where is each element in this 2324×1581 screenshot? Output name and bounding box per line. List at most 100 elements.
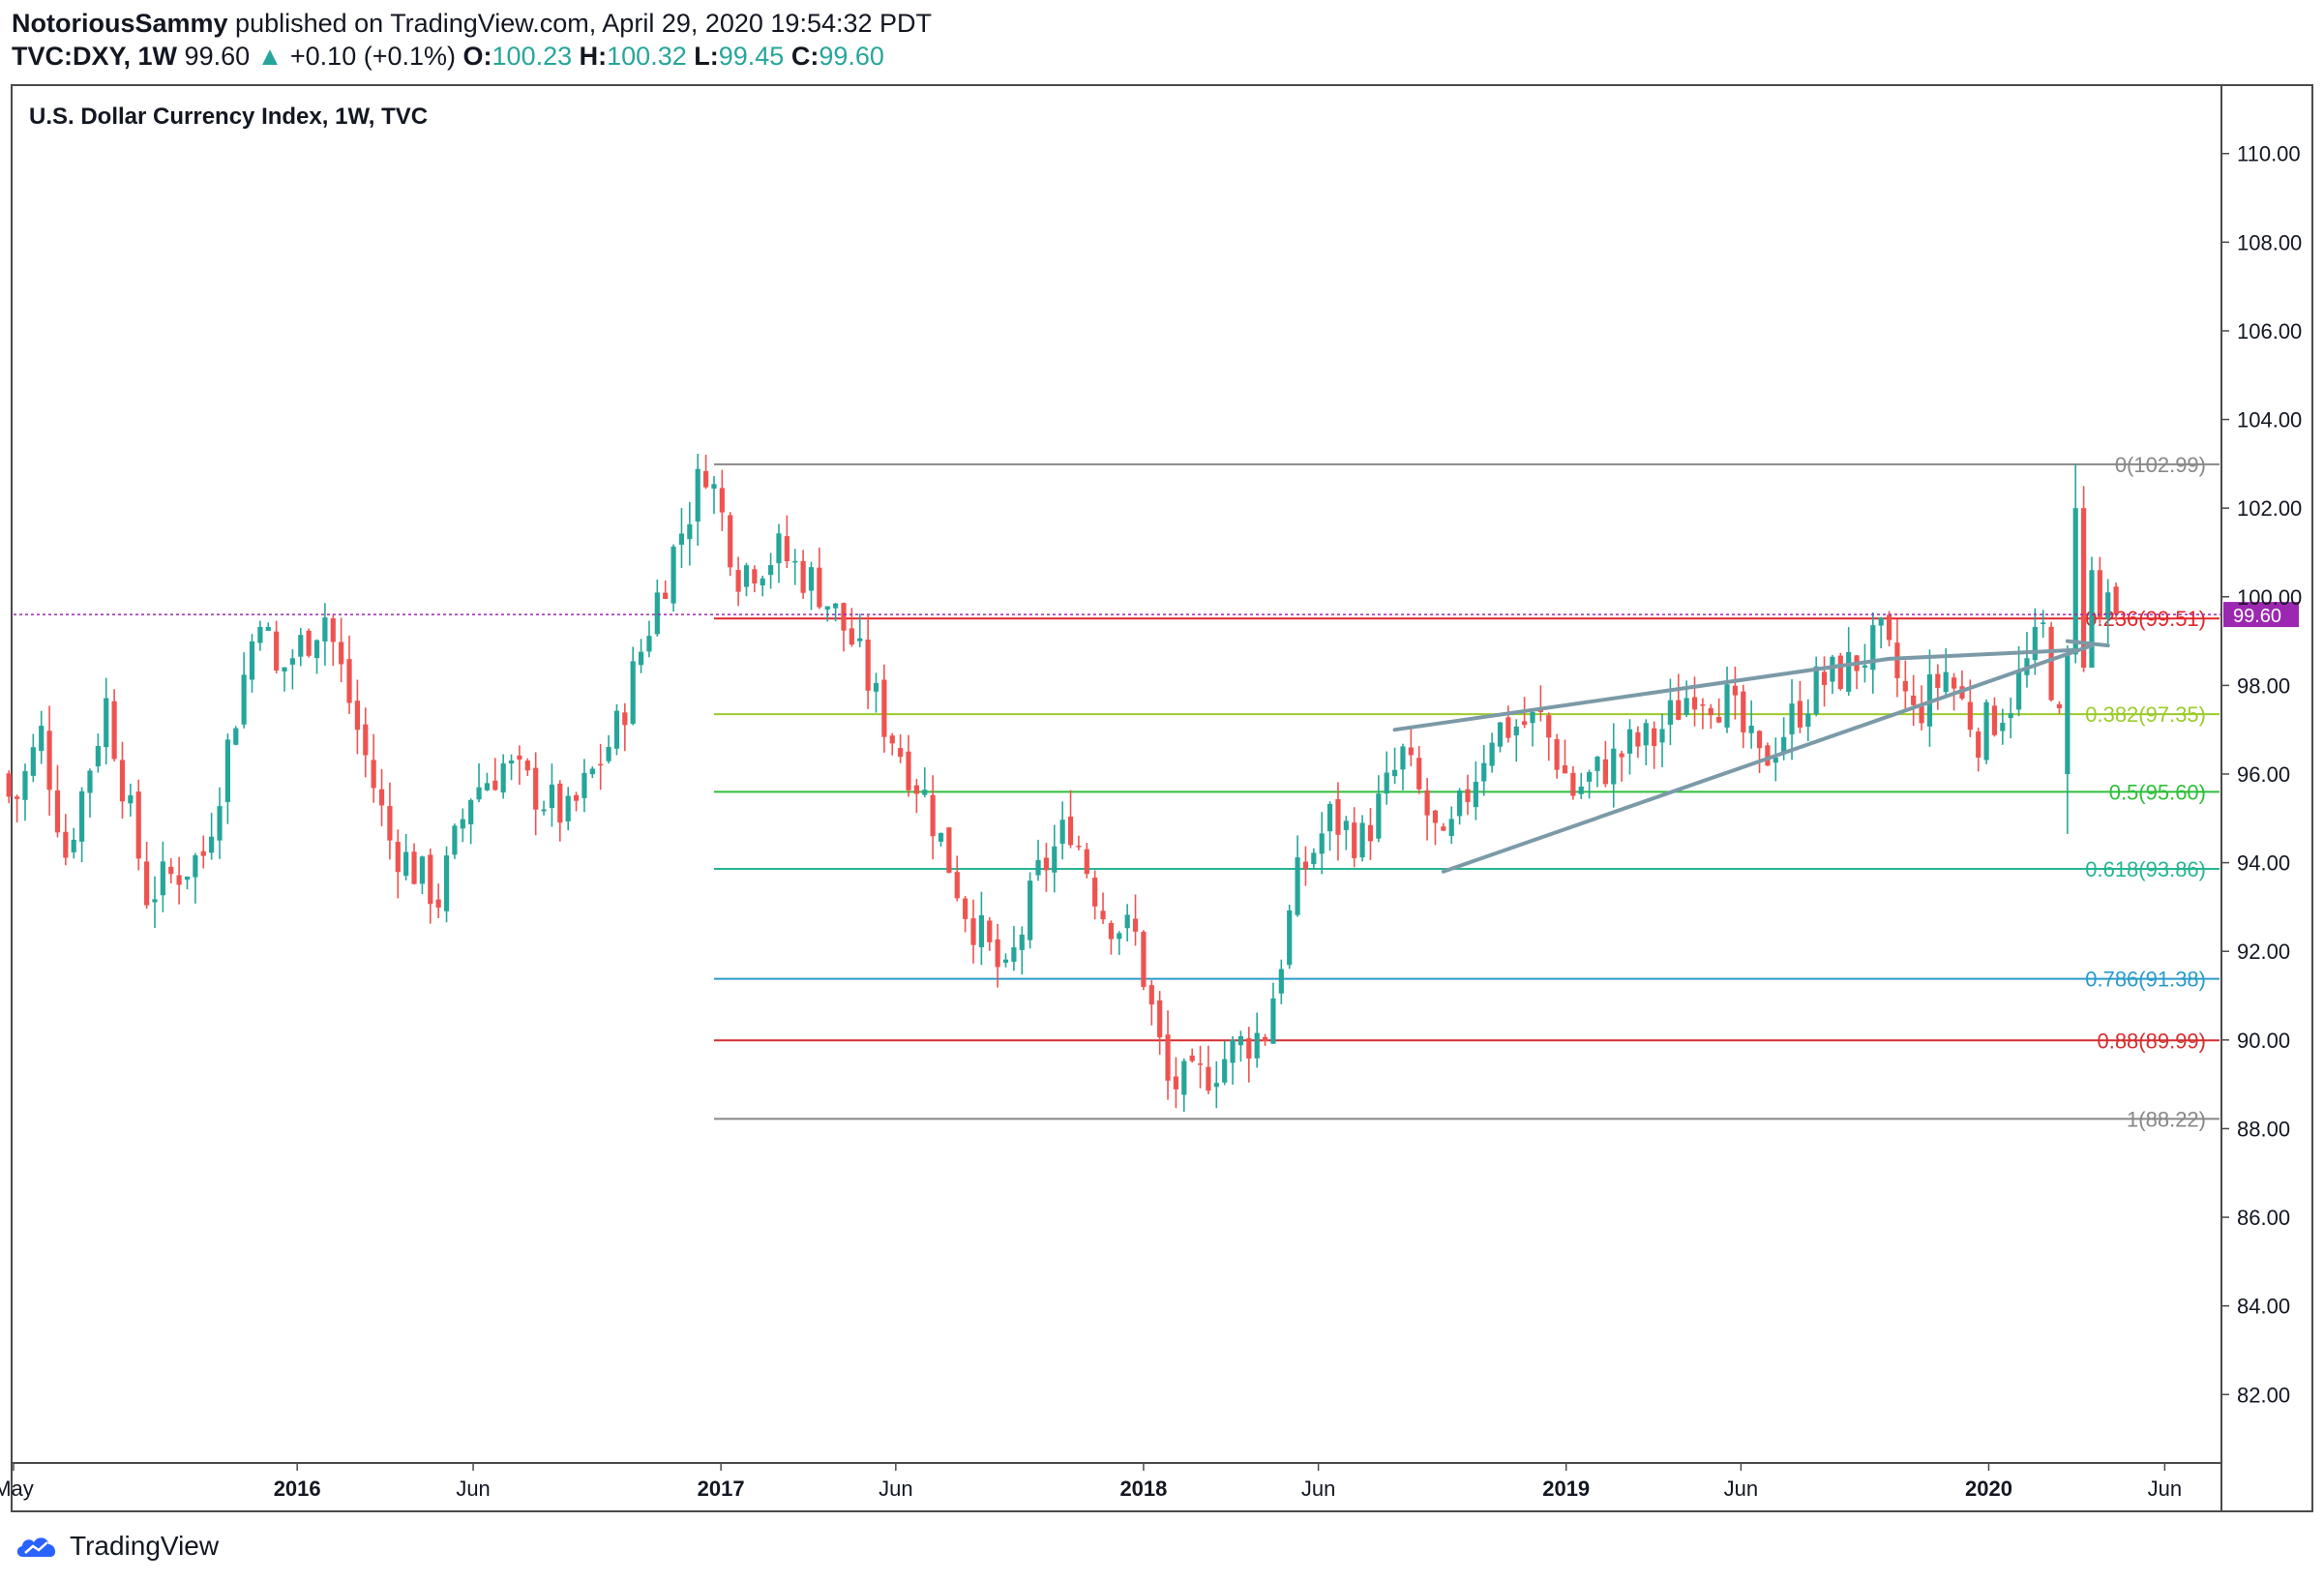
candle-body [2105, 592, 2111, 619]
close-label: C: [790, 42, 819, 71]
candle-body [654, 592, 660, 635]
candle-body [2072, 508, 2078, 655]
candle-body [1983, 701, 1989, 761]
candle-body [1635, 731, 1641, 747]
candle-body [1505, 717, 1511, 738]
candle-body [1002, 959, 1009, 963]
candle-body [104, 698, 109, 748]
candle-body [500, 762, 506, 793]
candle-body [1189, 1055, 1195, 1061]
candle-body [1886, 614, 1892, 641]
candle-body [1902, 680, 1908, 692]
candle-body [1683, 698, 1689, 716]
candle-body [963, 898, 968, 919]
candle-body [1756, 731, 1763, 749]
candle-body [1991, 705, 1998, 735]
candle-body [1708, 707, 1713, 716]
candle-body [1530, 711, 1535, 724]
candle-body [152, 899, 158, 903]
time-axis[interactable]: May 2016 Jun 2017 Jun 2018 Jun 2019 Jun 2020 Jun [0, 1463, 2182, 1501]
candle-body [30, 747, 36, 776]
candle-body [79, 790, 85, 842]
candle-body [1287, 910, 1293, 966]
fib-level-label: 0(102.99) [2115, 453, 2206, 477]
candle-body [524, 761, 530, 771]
candle-body [1691, 697, 1698, 710]
candle-body [663, 592, 669, 600]
candle-body [1773, 757, 1778, 763]
candle-body [1043, 857, 1050, 871]
candle-body [1237, 1035, 1244, 1046]
candle-body [1619, 753, 1624, 758]
price-tag [2223, 602, 2299, 628]
candle-body [549, 784, 555, 809]
candle-body [1846, 651, 1852, 692]
y-tick-label: 82.00 [2237, 1383, 2290, 1407]
candle-body [128, 794, 134, 804]
candle-body [2000, 723, 2006, 731]
chart-frame [11, 84, 2313, 1512]
candle-body [589, 768, 595, 775]
candle-body [995, 939, 1000, 968]
candle-body [760, 578, 765, 586]
candle-body [1335, 798, 1341, 835]
candle-body [1059, 820, 1065, 844]
y-tick-label: 86.00 [2237, 1206, 2290, 1230]
candle-body [970, 918, 976, 945]
candle-body [2008, 713, 2013, 719]
candle-body [135, 791, 141, 859]
y-tick-label: 92.00 [2237, 940, 2290, 964]
candle-body [1741, 691, 1746, 732]
y-tick-label: 84.00 [2237, 1295, 2290, 1319]
candle-body [881, 679, 887, 737]
candle-body [1052, 846, 1058, 873]
candle-body [1951, 677, 1957, 689]
candle-body [1302, 861, 1309, 869]
candle-body [2056, 703, 2063, 708]
candle-body [1554, 738, 1560, 770]
high-label: H: [579, 42, 608, 71]
candle-body [2097, 570, 2102, 619]
x-tick-label: 2020 [1965, 1477, 2012, 1501]
candle-body [200, 850, 206, 856]
published-text: published on TradingView.com, April 29, … [227, 9, 933, 38]
fib-level-label: 0.88(89.99) [2097, 1029, 2206, 1053]
y-tick-label: 96.00 [2237, 762, 2290, 787]
candle-body [833, 603, 839, 609]
candle-body [95, 746, 101, 767]
candle-body [1943, 671, 1949, 693]
candle-body [1376, 793, 1382, 839]
candle-body [1359, 822, 1365, 858]
candle-body [217, 806, 223, 841]
candle-body [776, 533, 782, 564]
fib-retracement[interactable]: 0(102.99) 0.236(99.51) 0.382(97.35) 0.5(95.… [713, 453, 2220, 1132]
price-axis[interactable]: 82.00 84.00 86.00 88.00 90.00 92.00 94.00 96.00… [2221, 142, 2302, 1408]
candle-body [817, 567, 822, 608]
candle-body [1465, 789, 1471, 802]
candle-body [1797, 701, 1803, 728]
candle-body [1594, 757, 1600, 771]
trendlines[interactable] [1392, 639, 2110, 874]
candle-body [492, 780, 498, 790]
candle-body [1262, 1036, 1268, 1042]
candle-body [573, 794, 580, 801]
candle-body [193, 855, 198, 878]
candle-body [1781, 736, 1787, 754]
candle-body [1862, 665, 1868, 668]
candle-body [800, 560, 806, 593]
author-name[interactable]: NotoriousSammy [12, 9, 228, 38]
candle-body [1295, 857, 1300, 915]
candle-body [282, 667, 287, 671]
ohlc-line: TVC:DXY, 1W 99.60 ▲ +0.10 (+0.1%) O:100.… [12, 39, 884, 74]
tradingview-logo[interactable]: TradingView [14, 1529, 219, 1564]
y-tick-label: 94.00 [2237, 851, 2290, 876]
candle-body [1935, 673, 1941, 688]
candle-body [395, 842, 401, 873]
candle-body [1278, 969, 1284, 994]
candle-body [1457, 790, 1463, 817]
candle-body [363, 724, 369, 756]
close-value: 99.60 [819, 42, 884, 71]
candle-body [1878, 617, 1884, 626]
candle-body [313, 640, 320, 659]
